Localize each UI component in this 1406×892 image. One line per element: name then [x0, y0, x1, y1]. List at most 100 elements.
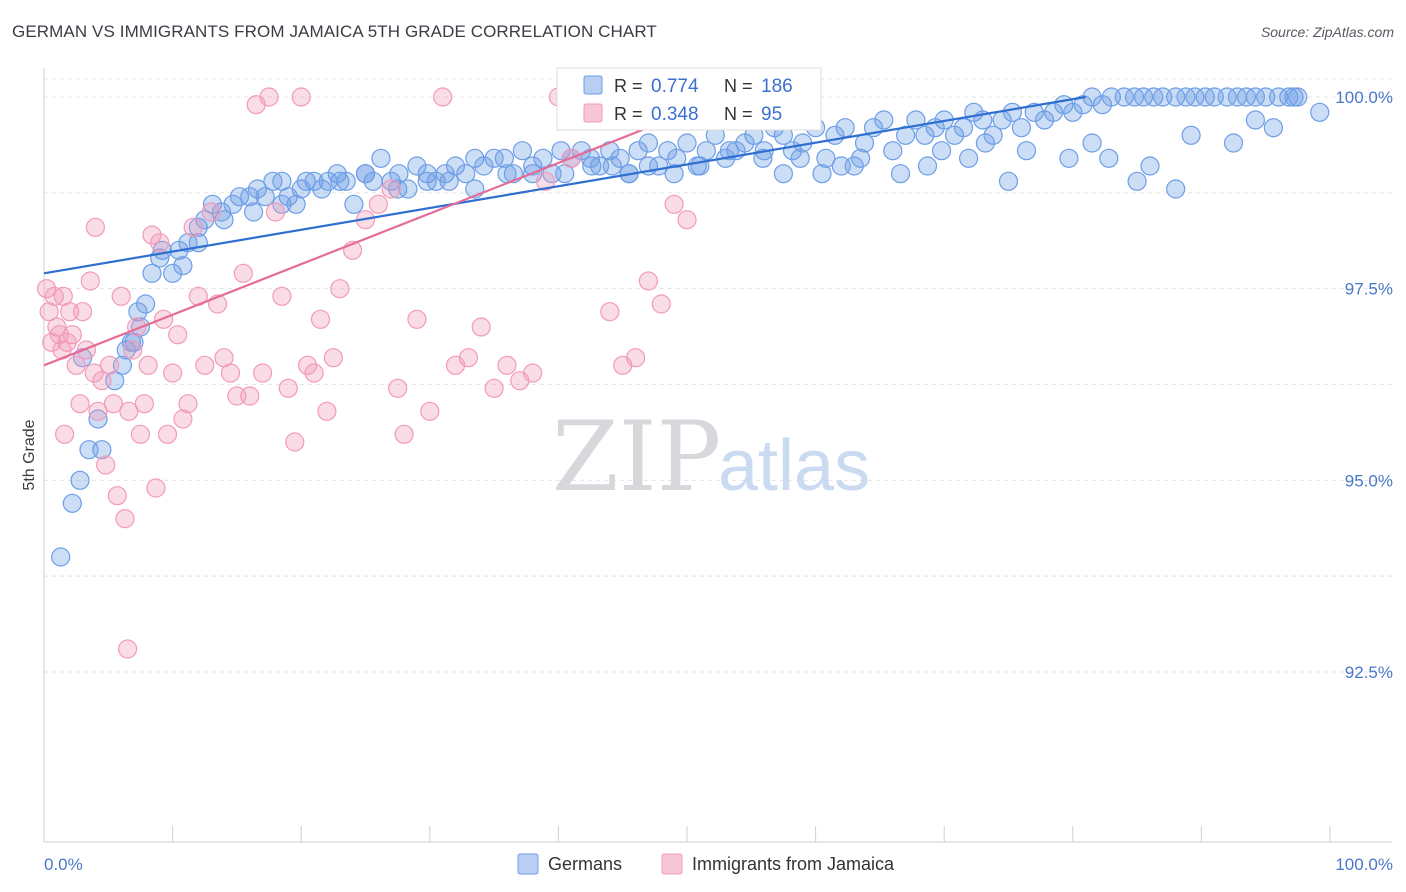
germans-point-139 [602, 156, 623, 176]
jamaica-point-37 [168, 325, 188, 345]
germans-point-50 [474, 156, 494, 176]
jamaica-point-85 [600, 302, 620, 322]
x-tick-label-0: 0.0% [44, 855, 83, 874]
y-tick-label-3: 100.0% [1335, 88, 1393, 107]
germans-trend-line [43, 95, 1086, 275]
germans-point-54 [512, 141, 533, 161]
watermark-atlas: atlas [718, 426, 870, 506]
jamaica-n-label: N = [724, 104, 753, 124]
jamaica-point-38 [173, 409, 193, 429]
jamaica-point-36 [163, 363, 183, 383]
germans-point-105 [1011, 118, 1032, 138]
germans-point-175 [812, 164, 832, 184]
germans-point-35 [336, 171, 356, 191]
jamaica-point-57 [291, 87, 311, 107]
jamaica-point-48 [233, 263, 253, 283]
germans-point-10 [128, 302, 148, 322]
jamaica-point-0 [36, 279, 57, 299]
germans-point-137 [439, 171, 459, 191]
germans-point-172 [1127, 171, 1147, 191]
germans-n-value: 186 [761, 76, 793, 97]
germans-point-29 [286, 194, 306, 214]
jamaica-point-76 [484, 378, 504, 398]
axes [43, 68, 1392, 843]
germans-point-93 [895, 125, 916, 145]
germans-point-58 [551, 141, 571, 161]
germans-point-23 [240, 187, 260, 207]
jamaica-point-22 [107, 486, 127, 506]
jamaica-point-66 [368, 194, 388, 214]
jamaica-trend-line [43, 111, 688, 367]
germans-point-153 [1059, 148, 1079, 168]
jamaica-point-58 [298, 355, 318, 375]
legend-germans-label: Germans [548, 854, 622, 874]
germans-point-176 [975, 133, 996, 153]
jamaica-point-32 [146, 478, 166, 498]
germans-point-128 [1245, 87, 1266, 107]
germans-point-171 [958, 148, 979, 168]
germans-point-71 [677, 133, 697, 153]
germans-point-141 [773, 164, 794, 184]
germans-point-106 [1024, 102, 1044, 122]
germans-point-14 [163, 263, 183, 283]
germans-point-48 [456, 164, 476, 184]
germans-point-183 [173, 256, 193, 276]
germans-point-41 [389, 164, 409, 184]
jamaica-point-61 [317, 401, 337, 421]
jamaica-point-74 [458, 348, 478, 368]
jamaica-point-2 [42, 332, 62, 352]
legend-jamaica-label: Immigrants from Jamaica [692, 854, 895, 874]
jamaica-point-14 [76, 340, 97, 360]
x-tick-label-1: 100.0% [1335, 855, 1393, 874]
germans-point-177 [1140, 156, 1160, 176]
jamaica-point-15 [80, 271, 100, 291]
germans-point-180 [1310, 102, 1330, 122]
germans-point-130 [1268, 87, 1289, 107]
germans-point-151 [719, 141, 740, 161]
jamaica-point-56 [285, 432, 305, 452]
legend-jamaica-swatch [661, 853, 683, 875]
legend-germans-swatch [517, 853, 539, 875]
jamaica-r-label: R = [614, 104, 643, 124]
germans-point-147 [1263, 118, 1284, 138]
y-tick-label-2: 97.5% [1345, 280, 1393, 299]
germans-point-162 [1245, 110, 1266, 130]
jamaica-point-25 [119, 401, 139, 421]
jamaica-point-46 [220, 363, 241, 383]
germans-point-12 [142, 263, 162, 283]
germans-point-110 [1063, 102, 1083, 122]
jamaica-point-93 [85, 217, 106, 237]
jamaica-point-18 [92, 371, 112, 391]
jamaica-point-63 [330, 279, 350, 299]
germans-point-155 [121, 332, 141, 352]
germans-point-136 [355, 164, 376, 184]
germans-point-27 [272, 194, 292, 214]
germans-point-156 [244, 202, 264, 222]
germans-point-145 [1099, 148, 1119, 168]
jamaica-r-value: 0.348 [651, 104, 699, 125]
jamaica-point-33 [150, 233, 170, 253]
germans-point-5 [92, 440, 112, 460]
jamaica-point-71 [420, 401, 440, 421]
germans-point-36 [344, 194, 364, 214]
jamaica-point-10 [62, 325, 82, 345]
germans-point-91 [874, 110, 894, 130]
jamaica-point-59 [304, 363, 324, 383]
jamaica-point-16 [84, 363, 104, 383]
germans-point-18 [195, 210, 215, 230]
y-tick-label-1: 95.0% [1345, 471, 1393, 490]
germans-point-43 [407, 156, 427, 176]
jamaica-swatch [583, 103, 603, 123]
germans-point-87 [835, 118, 855, 138]
jamaica-point-20 [99, 355, 120, 375]
germans-point-11 [136, 294, 156, 314]
germans-point-25 [255, 187, 275, 207]
germans-point-1 [62, 493, 82, 513]
jamaica-point-31 [142, 225, 162, 245]
germans-point-117 [1133, 87, 1154, 107]
germans-point-178 [291, 179, 311, 199]
jamaica-point-23 [111, 286, 131, 306]
germans-point-52 [494, 148, 514, 168]
germans-point-56 [533, 148, 553, 168]
